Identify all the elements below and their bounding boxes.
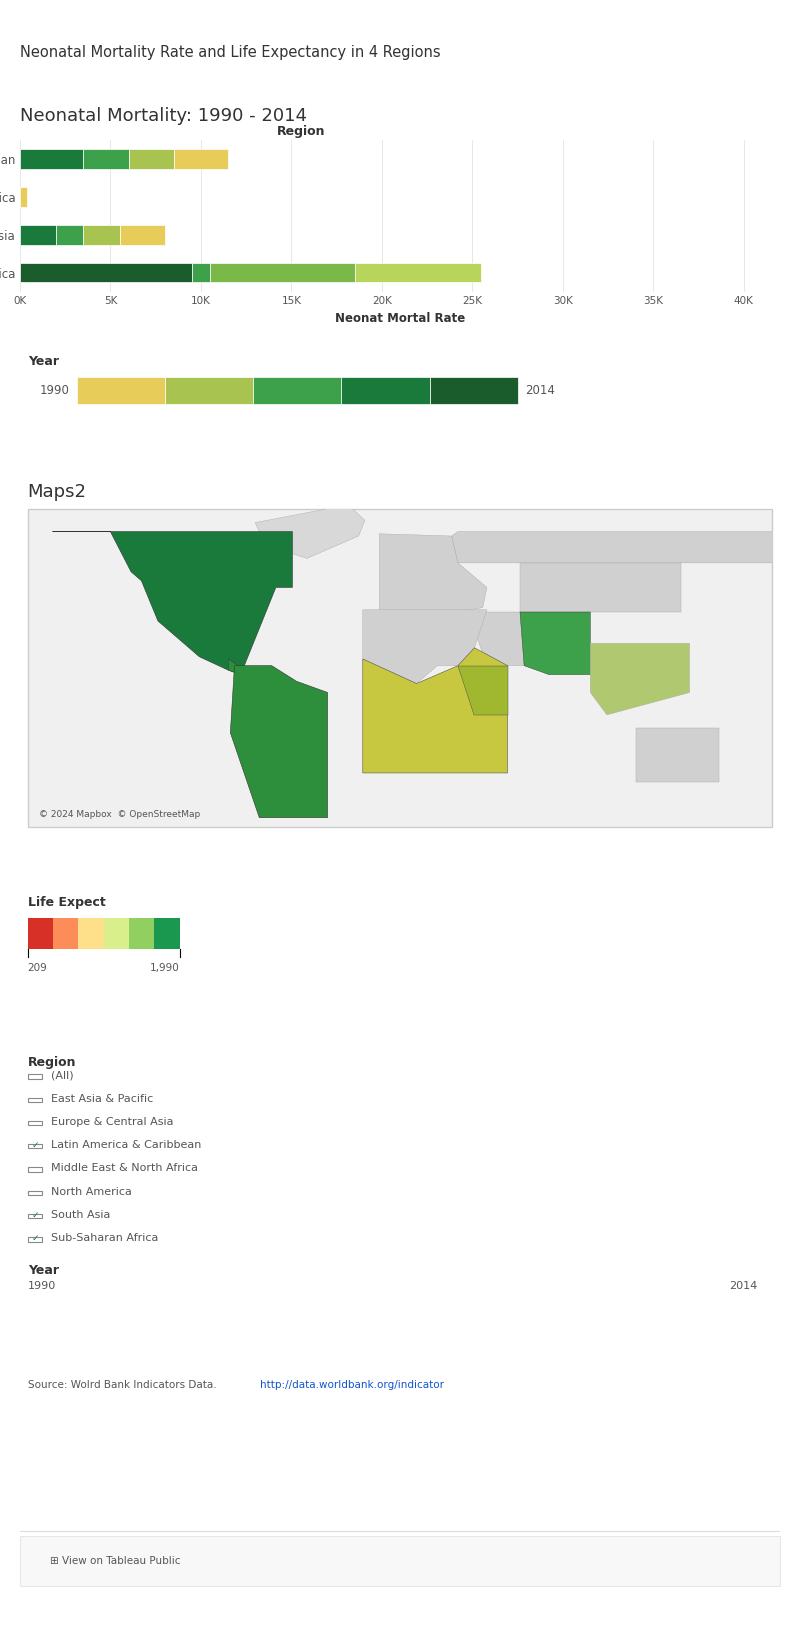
Bar bbox=[78, 918, 104, 949]
Bar bbox=[83, 225, 119, 244]
Bar bbox=[129, 918, 154, 949]
Bar bbox=[83, 150, 129, 169]
Bar bbox=[20, 225, 56, 244]
Text: 2014: 2014 bbox=[526, 384, 555, 397]
Text: 1990: 1990 bbox=[39, 384, 70, 397]
Bar bbox=[27, 1237, 42, 1241]
Text: http://data.worldbank.org/indicator: http://data.worldbank.org/indicator bbox=[260, 1380, 444, 1389]
Text: Europe & Central Asia: Europe & Central Asia bbox=[51, 1116, 174, 1128]
Bar bbox=[27, 1121, 42, 1126]
Bar bbox=[20, 187, 27, 207]
Text: (All): (All) bbox=[51, 1071, 74, 1080]
Text: Year: Year bbox=[27, 355, 58, 368]
Bar bbox=[254, 377, 342, 403]
Bar bbox=[119, 225, 165, 244]
Bar bbox=[27, 1167, 42, 1171]
Bar bbox=[20, 150, 83, 169]
Text: Neonatal Mortality: 1990 - 2014: Neonatal Mortality: 1990 - 2014 bbox=[20, 107, 307, 125]
Text: North America: North America bbox=[51, 1186, 132, 1197]
Bar bbox=[56, 225, 83, 244]
Bar bbox=[77, 377, 165, 403]
Text: Life Expect: Life Expect bbox=[27, 896, 106, 909]
Text: Latin America & Caribbean: Latin America & Caribbean bbox=[51, 1141, 202, 1150]
Text: ⊞ View on Tableau Public: ⊞ View on Tableau Public bbox=[50, 1555, 181, 1567]
Bar bbox=[192, 264, 210, 283]
Text: Neonatal Mortality Rate and Life Expectancy in 4 Regions: Neonatal Mortality Rate and Life Expecta… bbox=[20, 44, 441, 60]
Text: Middle East & North Africa: Middle East & North Africa bbox=[51, 1163, 198, 1173]
Bar bbox=[27, 1191, 42, 1194]
Text: 2014: 2014 bbox=[729, 1280, 757, 1292]
Bar bbox=[154, 918, 180, 949]
Text: ✓: ✓ bbox=[31, 1233, 38, 1243]
Bar bbox=[27, 918, 53, 949]
Bar bbox=[53, 918, 78, 949]
Bar bbox=[165, 377, 254, 403]
Bar bbox=[354, 264, 482, 283]
Bar bbox=[104, 918, 129, 949]
Bar bbox=[129, 150, 174, 169]
Bar bbox=[27, 1144, 42, 1149]
Bar bbox=[20, 1536, 780, 1586]
Bar bbox=[210, 264, 354, 283]
Text: South Asia: South Asia bbox=[51, 1210, 110, 1220]
Text: East Asia & Pacific: East Asia & Pacific bbox=[51, 1093, 154, 1103]
Text: ✓: ✓ bbox=[31, 1141, 38, 1150]
Bar bbox=[27, 1074, 42, 1079]
Text: Sub-Saharan Africa: Sub-Saharan Africa bbox=[51, 1233, 158, 1243]
Bar bbox=[342, 377, 430, 403]
Text: Source: Wolrd Bank Indicators Data.: Source: Wolrd Bank Indicators Data. bbox=[27, 1380, 219, 1389]
Text: Region: Region bbox=[27, 1056, 76, 1069]
Text: © 2024 Mapbox  © OpenStreetMap: © 2024 Mapbox © OpenStreetMap bbox=[39, 810, 200, 818]
Text: ✓: ✓ bbox=[31, 1210, 38, 1220]
Text: Year: Year bbox=[27, 1264, 58, 1277]
Bar bbox=[27, 1214, 42, 1219]
Text: Region: Region bbox=[277, 125, 326, 138]
Bar bbox=[27, 1098, 42, 1101]
Text: Maps2: Maps2 bbox=[27, 483, 86, 501]
X-axis label: Neonat Mortal Rate: Neonat Mortal Rate bbox=[335, 312, 465, 325]
Bar bbox=[174, 150, 228, 169]
Bar bbox=[20, 264, 192, 283]
Text: 209: 209 bbox=[27, 963, 47, 973]
Text: 1,990: 1,990 bbox=[150, 963, 180, 973]
Text: 1990: 1990 bbox=[27, 1280, 56, 1292]
Bar bbox=[430, 377, 518, 403]
